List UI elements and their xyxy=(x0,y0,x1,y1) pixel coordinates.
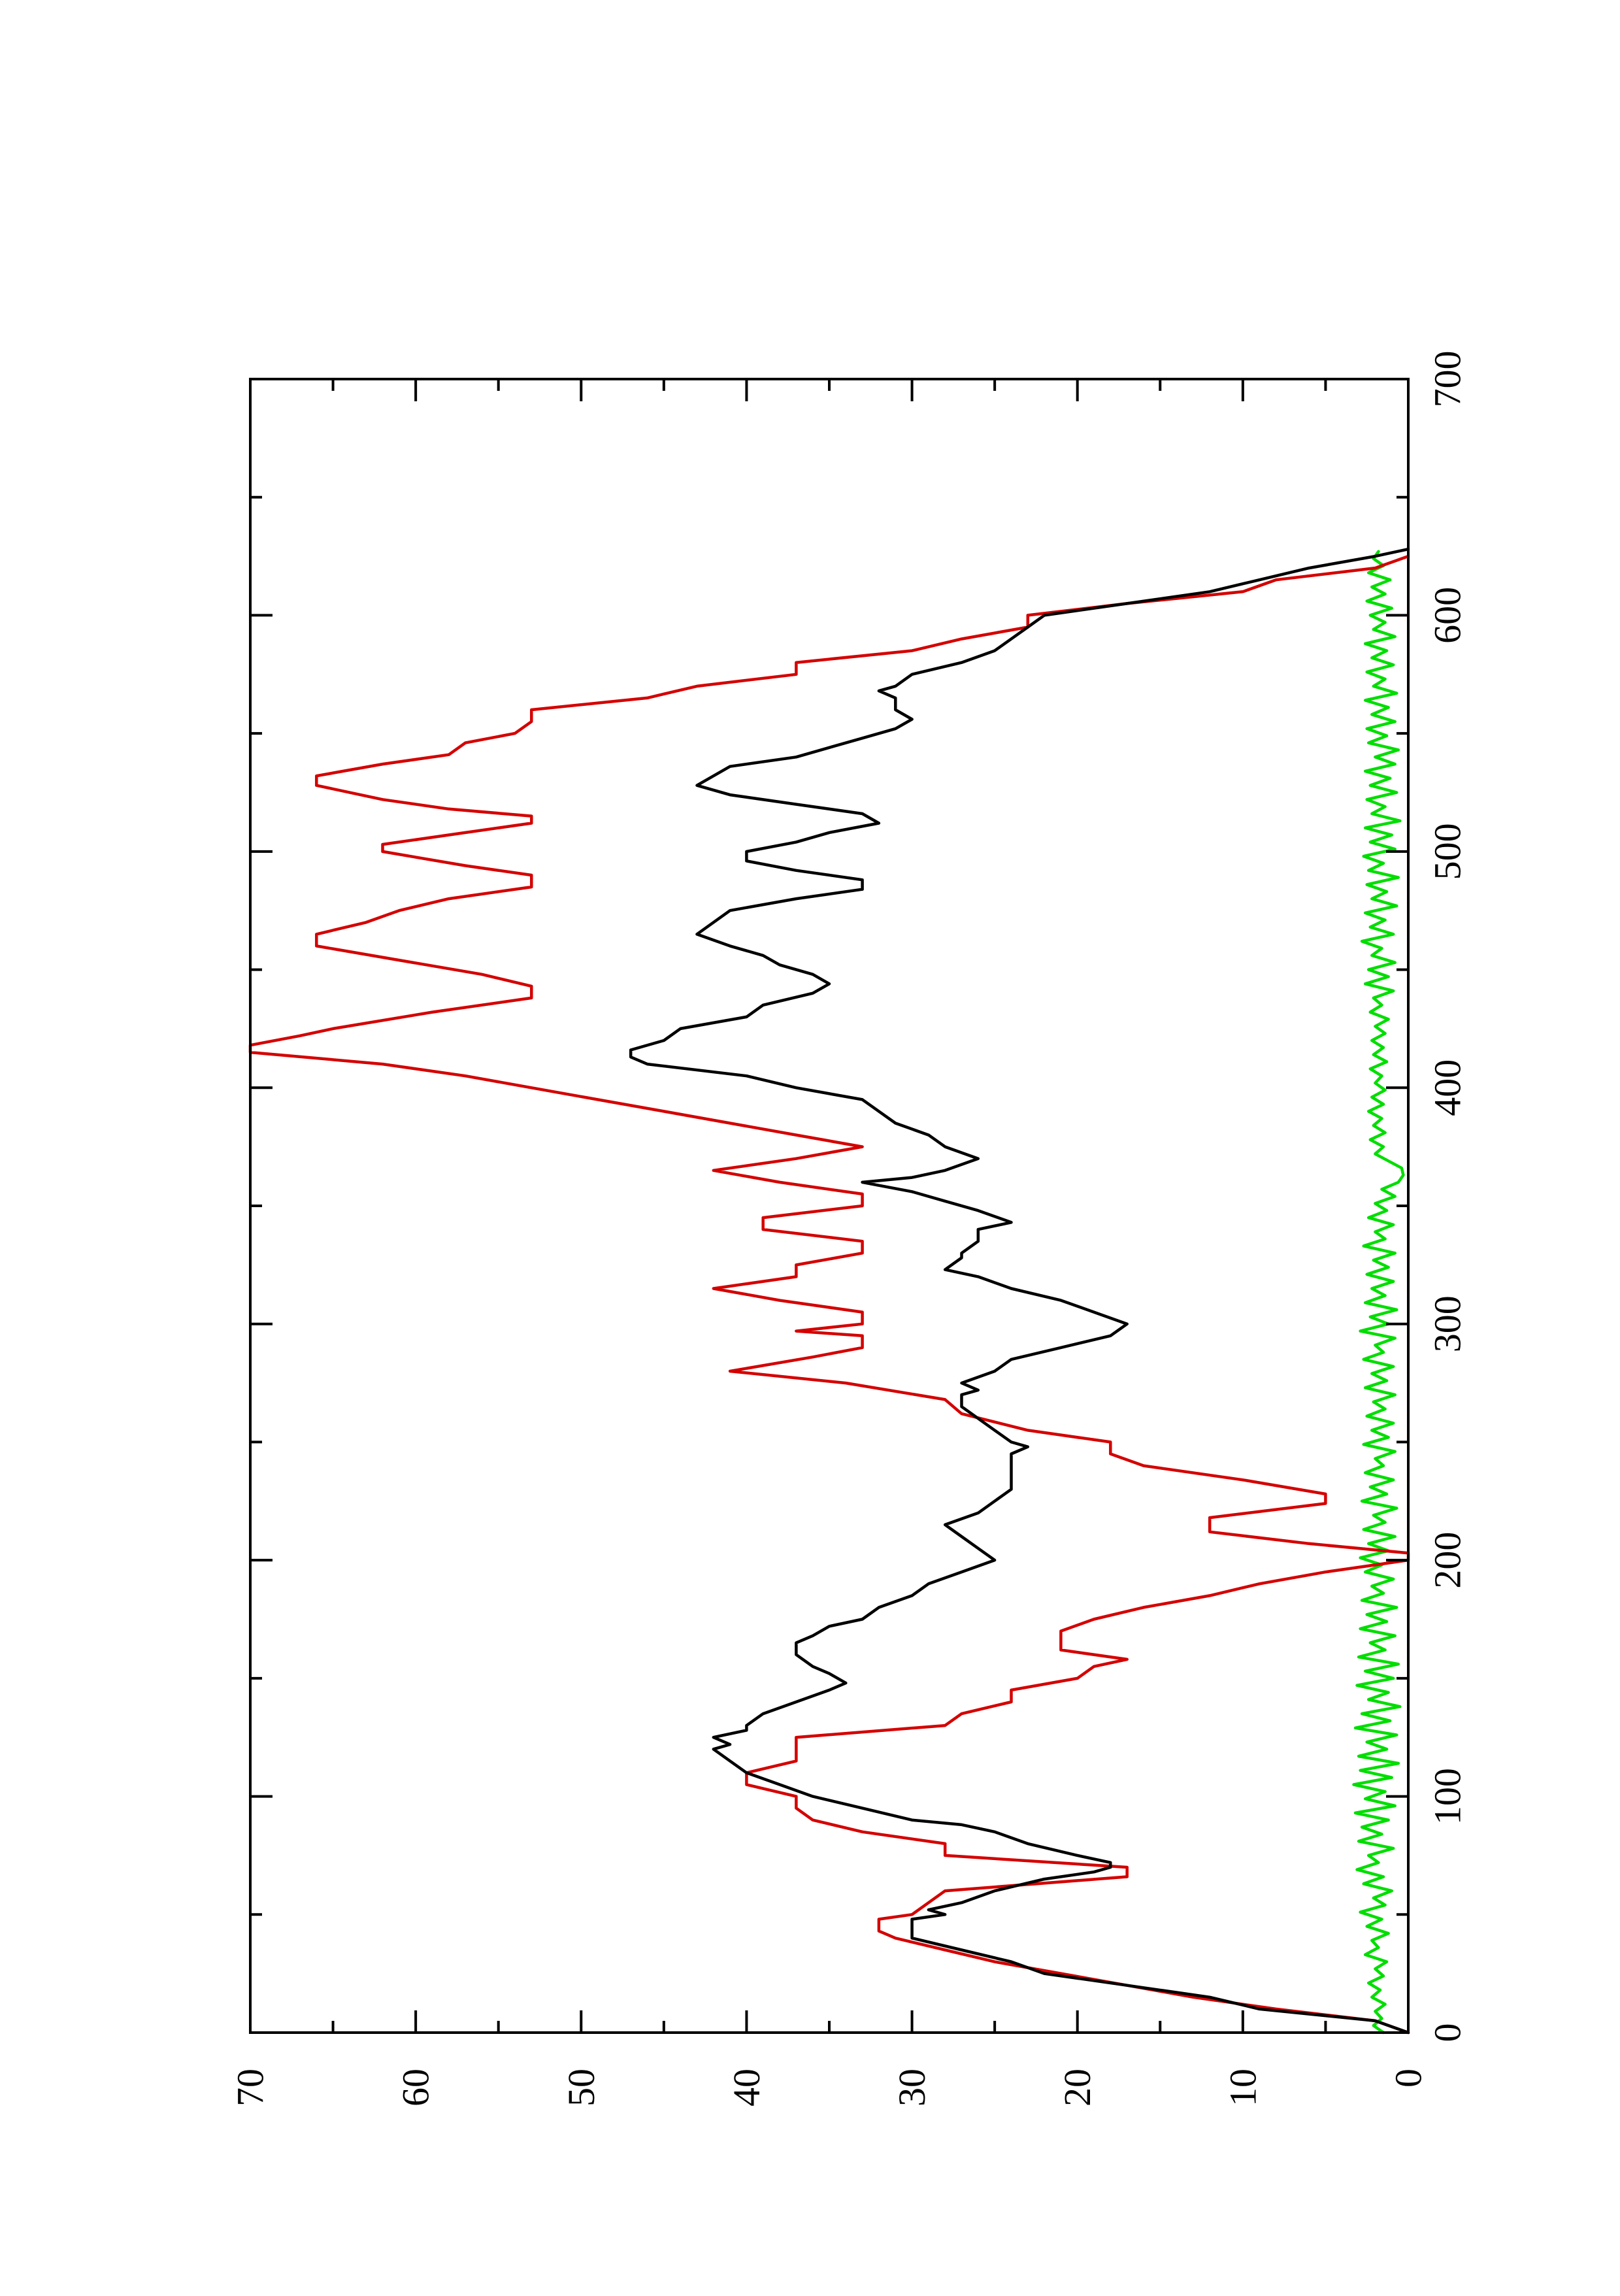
series-layer xyxy=(248,547,1410,2035)
x-tick-label: 400 xyxy=(1427,1059,1469,1116)
series-line-3 xyxy=(1352,550,1405,2035)
y-tick-label: 30 xyxy=(891,2069,933,2106)
x-tick-label: 0 xyxy=(1427,2023,1469,2042)
y-tick-label: 10 xyxy=(1221,2069,1264,2106)
y-tick-label: 40 xyxy=(725,2069,768,2106)
series-line-2 xyxy=(629,547,1410,2035)
plot-frame xyxy=(249,378,1410,2034)
y-tick-label: 0 xyxy=(1387,2069,1430,2088)
axes-layer: 0 100 200 300 400 500 600 700 0 10 20 30 40 50 60 70 xyxy=(229,351,1469,2107)
x-tick-label: 700 xyxy=(1427,351,1469,408)
x-tick-label: 100 xyxy=(1427,1768,1469,1825)
y-tick-label: 50 xyxy=(560,2069,603,2106)
x-tick-label: 300 xyxy=(1427,1295,1469,1352)
x-tick-label: 500 xyxy=(1427,823,1469,880)
y-tick-label: 70 xyxy=(229,2069,272,2106)
y-tick-label: 20 xyxy=(1056,2069,1099,2106)
x-tick-label: 200 xyxy=(1427,1532,1469,1589)
y-tick-label: 60 xyxy=(395,2069,437,2106)
x-tick-label: 600 xyxy=(1427,587,1469,644)
series-line-1 xyxy=(248,554,1410,2035)
